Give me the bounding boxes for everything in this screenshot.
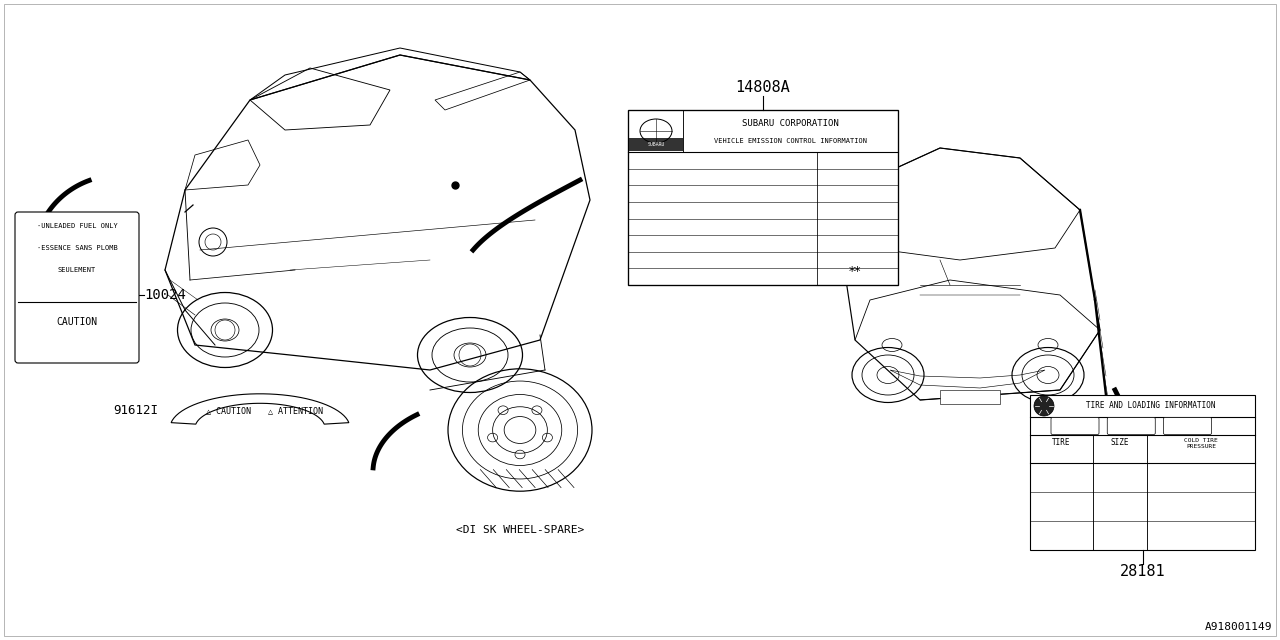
FancyBboxPatch shape — [1107, 417, 1156, 435]
Bar — [628, 110, 899, 285]
Circle shape — [1034, 396, 1053, 416]
Text: A918001149: A918001149 — [1204, 622, 1272, 632]
Text: COLD TIRE
PRESSURE: COLD TIRE PRESSURE — [1184, 438, 1217, 449]
Text: 28181: 28181 — [1120, 564, 1165, 579]
FancyBboxPatch shape — [15, 212, 140, 363]
Text: △ CAUTION: △ CAUTION — [206, 406, 251, 415]
Text: VEHICLE EMISSION CONTROL INFORMATION: VEHICLE EMISSION CONTROL INFORMATION — [714, 138, 867, 144]
Text: △ ATTENTION: △ ATTENTION — [268, 406, 323, 415]
Text: SUBARU CORPORATION: SUBARU CORPORATION — [742, 120, 838, 129]
Bar — [1030, 396, 1254, 417]
Text: ·UNLEADED FUEL ONLY: ·UNLEADED FUEL ONLY — [37, 223, 118, 229]
Bar — [628, 111, 897, 152]
Bar — [628, 138, 684, 151]
Text: SIZE: SIZE — [1111, 438, 1129, 447]
FancyBboxPatch shape — [1051, 417, 1100, 435]
Bar — [1030, 395, 1254, 550]
Bar — [940, 390, 1000, 404]
Text: TIRE: TIRE — [1052, 438, 1071, 447]
Text: 91612I: 91612I — [113, 404, 157, 417]
Text: **: ** — [849, 264, 861, 278]
Text: TIRE AND LOADING INFORMATION: TIRE AND LOADING INFORMATION — [1085, 401, 1215, 410]
Text: CAUTION: CAUTION — [56, 317, 97, 327]
Text: 14808A: 14808A — [736, 81, 790, 95]
Text: SUBARU: SUBARU — [648, 143, 664, 147]
FancyBboxPatch shape — [1164, 417, 1211, 435]
Text: 10024: 10024 — [143, 288, 186, 301]
Text: ·ESSENCE SANS PLOMB: ·ESSENCE SANS PLOMB — [37, 245, 118, 251]
Text: <DI SK WHEEL-SPARE>: <DI SK WHEEL-SPARE> — [456, 525, 584, 535]
Text: SEULEMENT: SEULEMENT — [58, 267, 96, 273]
